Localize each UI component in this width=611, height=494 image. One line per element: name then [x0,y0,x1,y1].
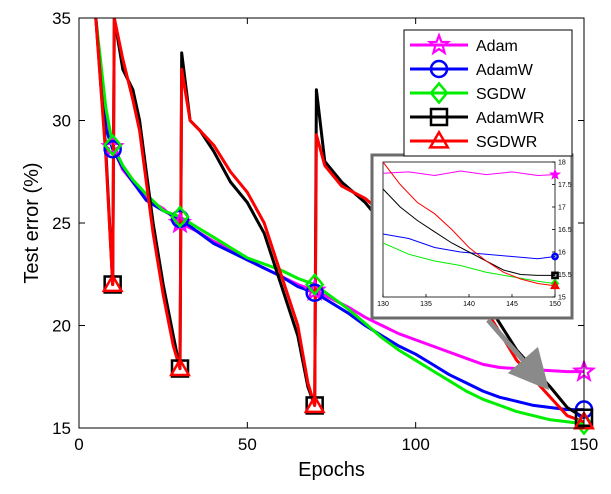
legend-label-adamwr: AdamWR [476,110,544,127]
inset-y-tick-label: 15 [558,295,566,302]
legend-label-adamw: AdamW [476,62,534,79]
legend-marker-sgdwr [428,129,450,149]
zoom-arrow [486,318,550,391]
y-tick-label: 25 [52,214,71,233]
inset-series-line-adamwr [383,188,555,276]
marker-adamw-70 [305,283,324,302]
inset-plot-box [382,161,556,298]
x-tick-label: 100 [401,435,429,454]
y-tick-label: 30 [52,112,71,131]
marker-sgdw-30 [170,205,190,229]
inset-y-tick-label: 18 [558,160,566,167]
marker-sgdwr-70 [303,394,326,414]
legend-marker-adam [426,32,452,56]
x-tick-label: 50 [238,435,257,454]
inset-marker-adamwr [551,271,559,280]
legend: Adam AdamW SGDW AdamWR SGDWR [403,29,573,157]
y-axis-label: Test error (%) [21,162,43,283]
inset-marker-adam [548,168,562,180]
inset-x-tick-label: 130 [377,301,389,308]
inset-y-tick-label: 16.5 [558,227,572,234]
legend-marker-sgdw [429,81,449,105]
marker-sgdwr-10 [101,273,124,293]
x-tick-label: 0 [74,435,83,454]
legend-marker-adamwr [429,107,449,127]
inset-series-line-sgdw [383,242,555,284]
inset-series-line-sgdwr [383,162,555,287]
marker-sgdw-10 [103,133,123,157]
inset-x-tick-label: 145 [506,301,518,308]
marker-adamw-10 [103,139,122,159]
inset-series-line-adamw [383,233,555,260]
inset-marker-adamw [551,252,559,261]
inset-x-tick-label: 150 [549,301,561,308]
inset-lines [383,162,555,287]
inset-y-tick-label: 17 [558,205,566,212]
inset-y-tick-label: 17.5 [558,182,572,189]
y-tick-label: 15 [52,419,71,438]
legend-label-sgdwr: SGDWR [476,134,537,151]
marker-sgdw-70 [305,272,325,297]
legend-label-adam: Adam [476,38,518,55]
legend-marker-adamw [429,59,449,79]
inset-y-tick-label: 16 [558,250,566,257]
x-axis-label: Epochs [298,459,365,481]
legend-label-sgdw: SGDW [476,86,527,103]
x-tick-label: 150 [570,435,598,454]
inset-y-tick-label: 15.5 [558,272,572,279]
inset-x-tick-label: 140 [463,301,475,308]
inset-marker-sgdwr [549,280,561,290]
y-tick-label: 20 [52,317,71,336]
inset-x-tick-label: 135 [420,301,432,308]
inset-series-line-adam [383,170,555,177]
marker-sgdwr-30 [169,357,191,377]
y-tick-label: 35 [52,9,71,28]
